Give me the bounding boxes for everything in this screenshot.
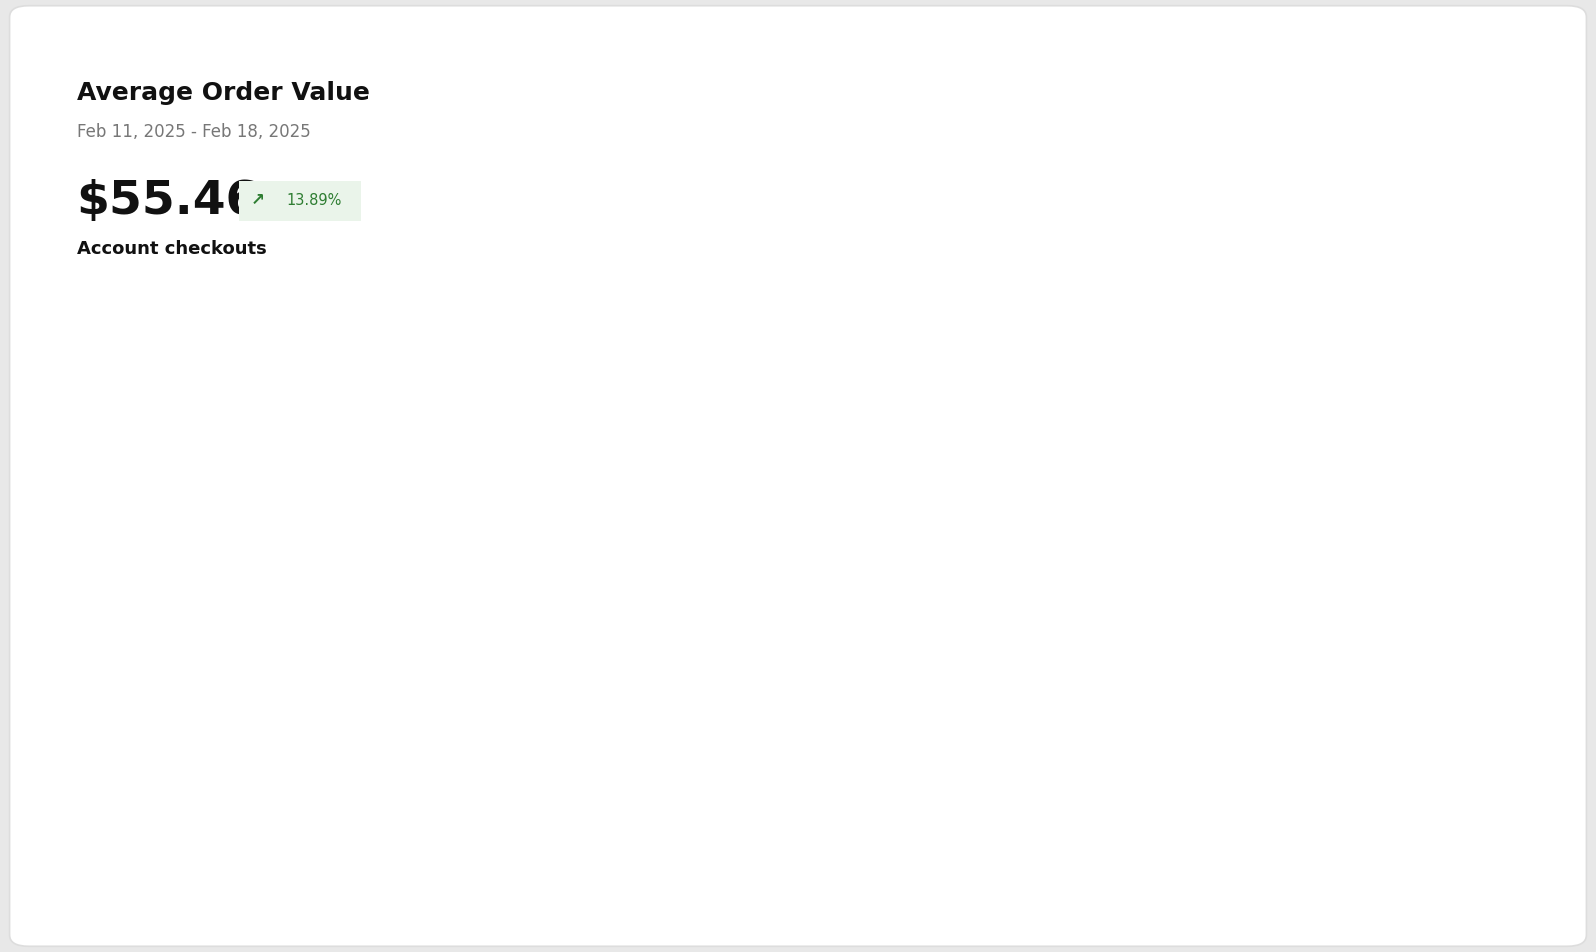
Bar	[562, 390, 650, 885]
Text: Average Order Value: Average Order Value	[77, 81, 370, 105]
Bar	[1403, 674, 1491, 885]
Text: Account checkouts: Account checkouts	[77, 240, 267, 258]
Y-axis label: Average Order Value: Average Order Value	[89, 506, 107, 679]
Bar	[394, 692, 480, 885]
FancyBboxPatch shape	[230, 178, 370, 224]
Text: 13.89%: 13.89%	[287, 192, 342, 208]
Text: $55.46: $55.46	[77, 179, 259, 225]
Text: Feb 11, 2025 - Feb 18, 2025: Feb 11, 2025 - Feb 18, 2025	[77, 123, 310, 141]
Bar	[225, 535, 313, 885]
Bar	[729, 517, 817, 885]
Text: ↗: ↗	[251, 191, 265, 209]
